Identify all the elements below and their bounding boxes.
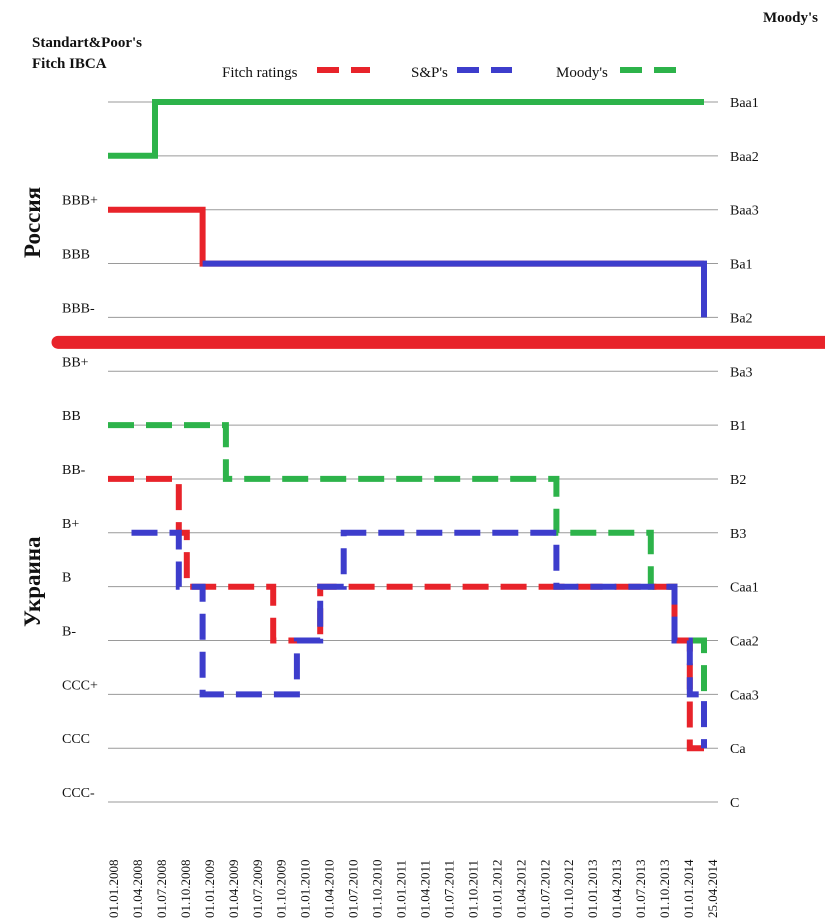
x-tick-01-10-2010: 01.10.2010: [370, 860, 385, 919]
series-layer: [108, 99, 707, 752]
left-tick-ccc: CCC-: [62, 786, 95, 801]
region-label-ukraine: Украина: [20, 536, 45, 627]
left-tick-b: B+: [62, 517, 79, 532]
left-axis-title-line2: Fitch IBCA: [32, 56, 107, 72]
left-tick-b: B: [62, 571, 71, 586]
right-tick-baa3: Baa3: [730, 204, 759, 219]
x-tick-01-10-2013: 01.10.2013: [657, 860, 672, 919]
x-axis-ticks: 01.01.2008 01.04.2008 01.07.2008 01.10.2008…: [106, 859, 720, 918]
left-tick-ccc: CCC+: [62, 678, 98, 693]
region-label-russia: Россия: [20, 187, 45, 258]
x-tick-01-10-2011: 01.10.2011: [465, 860, 480, 918]
right-tick-caa1: Caa1: [730, 581, 759, 596]
left-tick-ccc: CCC: [62, 732, 90, 747]
right-tick-ba1: Ba1: [730, 258, 753, 273]
x-tick-01-01-2008: 01.01.2008: [106, 860, 121, 919]
left-tick-b: B-: [62, 625, 76, 640]
x-tick-01-01-2013: 01.01.2013: [585, 860, 600, 919]
right-axis-ticks: Baa1 Baa2 Baa3 Ba1 Ba2 Ba3 B1 B2 B3 Caa1 Caa2 Caa3 C…: [730, 96, 759, 811]
x-tick-01-04-2013: 01.04.2013: [609, 860, 624, 919]
right-tick-ca: Ca: [730, 742, 746, 757]
x-tick-01-07-2012: 01.07.2012: [537, 860, 552, 919]
series-fitch-ukraine: [108, 475, 704, 752]
x-tick-01-10-2012: 01.10.2012: [561, 860, 576, 919]
legend-label-sp: S&P's: [411, 65, 448, 81]
x-tick-01-04-2010: 01.04.2010: [322, 860, 337, 919]
series-moodys-russia: [108, 99, 704, 159]
x-tick-01-01-2014: 01.01.2014: [681, 859, 696, 918]
right-tick-caa2: Caa2: [730, 635, 759, 650]
right-axis-title: Moody's: [763, 10, 818, 26]
left-tick-bbb: BBB+: [62, 194, 98, 209]
series-moodys-ukraine: [108, 422, 707, 695]
x-tick-01-07-2013: 01.07.2013: [633, 860, 648, 919]
right-tick-b2: B2: [730, 473, 746, 488]
right-tick-b1: B1: [730, 419, 746, 434]
legend-label-moodys: Moody's: [556, 65, 608, 81]
left-axis-title-line1: Standart&Poor's: [32, 35, 142, 51]
series-sp-russia: [202, 260, 707, 318]
right-tick-ba2: Ba2: [730, 311, 753, 326]
left-tick-bbb: BBB: [62, 248, 90, 263]
right-tick-baa2: Baa2: [730, 150, 759, 165]
left-tick-bb: BB: [62, 409, 81, 424]
legend: Fitch ratings S&P's Moody's: [222, 65, 678, 81]
x-tick-01-01-2012: 01.01.2012: [489, 860, 504, 919]
x-tick-01-10-2008: 01.10.2008: [178, 860, 193, 919]
left-tick-bbb: BBB-: [62, 301, 95, 316]
x-tick-01-07-2008: 01.07.2008: [154, 860, 169, 919]
x-tick-01-07-2009: 01.07.2009: [250, 860, 265, 919]
x-tick-01-04-2012: 01.04.2012: [513, 860, 528, 919]
right-tick-b3: B3: [730, 527, 746, 542]
x-tick-01-01-2011: 01.01.2011: [394, 860, 409, 918]
legend-label-fitch: Fitch ratings: [222, 65, 298, 81]
series-fitch-russia: [108, 206, 704, 267]
left-tick-bb: BB-: [62, 463, 86, 478]
x-tick-01-04-2011: 01.04.2011: [417, 860, 432, 918]
right-tick-caa3: Caa3: [730, 688, 759, 703]
x-tick-01-07-2011: 01.07.2011: [441, 860, 456, 918]
x-tick-01-01-2009: 01.01.2009: [202, 860, 217, 919]
x-tick-01-07-2010: 01.07.2010: [346, 860, 361, 919]
right-tick-c: C: [730, 796, 739, 811]
x-tick-01-10-2009: 01.10.2009: [274, 860, 289, 919]
series-sp-ukraine: [131, 529, 707, 749]
right-tick-ba3: Ba3: [730, 365, 753, 380]
left-tick-bb: BB+: [62, 355, 89, 370]
right-tick-baa1: Baa1: [730, 96, 759, 111]
x-tick-01-01-2010: 01.01.2010: [298, 860, 313, 919]
x-tick-01-04-2009: 01.04.2009: [226, 860, 241, 919]
x-tick-25-04-2014: 25.04.2014: [705, 859, 720, 918]
x-tick-01-04-2008: 01.04.2008: [130, 860, 145, 919]
